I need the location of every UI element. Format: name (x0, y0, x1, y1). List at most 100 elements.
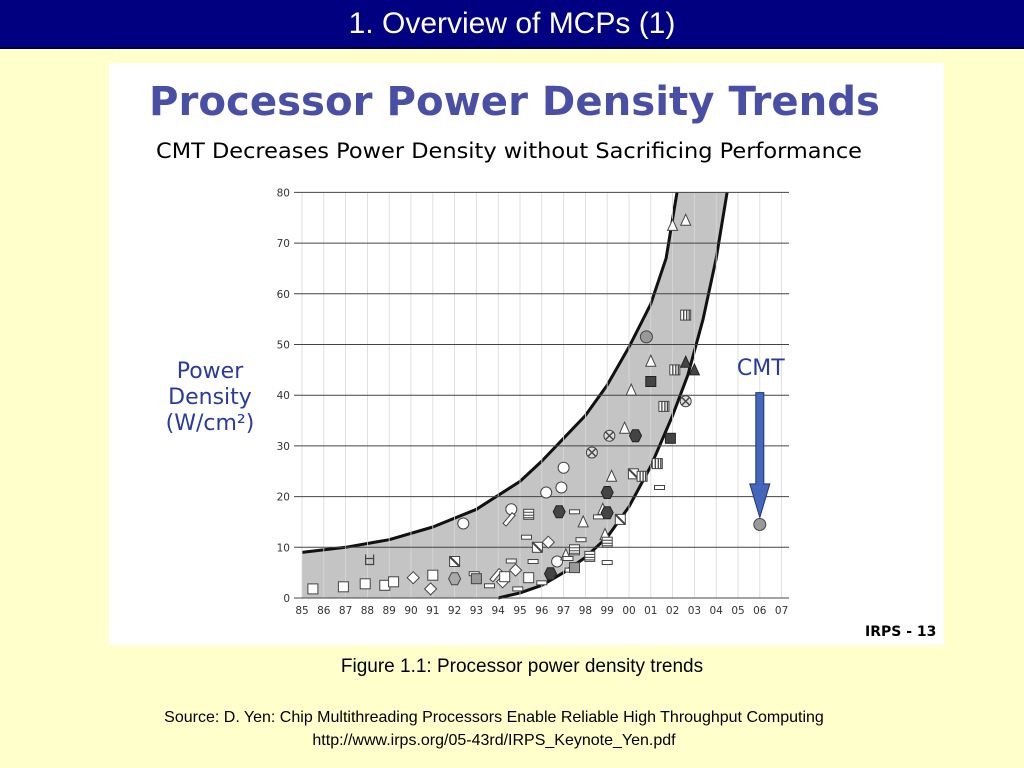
x-tick-label: 97 (557, 605, 570, 617)
data-point (639, 330, 653, 344)
data-point (601, 560, 613, 565)
x-tick-label: 91 (426, 605, 439, 617)
chart-figure: Processor Power Density Trends CMT Decre… (109, 63, 944, 645)
data-point (664, 432, 676, 444)
data-point (521, 534, 532, 540)
data-point (531, 541, 544, 554)
chart-title: Processor Power Density Trends (149, 79, 880, 125)
y-tick-label: 60 (277, 289, 290, 301)
x-tick-label: 93 (470, 605, 483, 617)
x-tick-label: 95 (513, 605, 526, 617)
figure-caption: Figure 1.1: Processor power density tren… (340, 656, 704, 677)
data-point (555, 481, 568, 494)
data-point (540, 486, 553, 499)
y-tick-label: 0 (283, 593, 290, 605)
data-point (618, 420, 631, 434)
data-point (527, 559, 539, 564)
x-tick-label: 87 (339, 605, 352, 617)
data-point (457, 517, 470, 530)
data-point (307, 583, 319, 595)
x-tick-label: 05 (731, 605, 744, 617)
data-point (541, 535, 556, 549)
data-point (365, 554, 375, 566)
data-point (651, 458, 663, 470)
data-point (569, 509, 580, 515)
data-point (505, 558, 517, 564)
slide-title: 1. Overview of MCPs (1) (348, 6, 676, 40)
data-point (645, 353, 657, 367)
x-tick-label: 86 (317, 605, 331, 617)
source-text: Source: D. Yen: Chip Multithreading Proc… (164, 709, 824, 726)
data-point (499, 571, 511, 583)
data-point (666, 218, 679, 231)
x-tick-label: 92 (448, 605, 461, 617)
data-point (603, 429, 616, 442)
x-tick-label: 85 (295, 605, 308, 617)
data-point (337, 581, 349, 593)
data-point (427, 569, 439, 581)
data-point (448, 572, 462, 586)
data-point (406, 570, 420, 585)
x-tick-label: 94 (492, 605, 506, 617)
y-tick-label: 10 (277, 542, 290, 554)
x-tick-label: 98 (579, 605, 592, 617)
x-tick-label: 96 (535, 605, 549, 617)
data-point (669, 364, 681, 376)
data-point (552, 505, 566, 519)
power-density-chart: Processor Power Density Trends CMT Decre… (149, 79, 936, 640)
data-point (523, 508, 535, 520)
data-point (508, 563, 523, 577)
y-tick-label: 20 (277, 492, 290, 504)
source-citation: Source: D. Yen: Chip Multithreading Proc… (0, 706, 988, 752)
data-point (489, 567, 503, 583)
data-point (557, 461, 570, 474)
data-point (577, 514, 589, 528)
data-point (569, 562, 580, 574)
data-point (654, 485, 665, 490)
chart-subtitle: CMT Decreases Power Density without Sacr… (156, 139, 862, 163)
data-point (562, 556, 574, 561)
chart-footer: IRPS - 13 (865, 624, 936, 640)
data-point (628, 429, 643, 443)
data-point (423, 582, 438, 596)
x-tick-label: 01 (644, 605, 657, 617)
data-point (359, 578, 371, 590)
y-tick-label: 40 (277, 390, 290, 402)
data-point (600, 506, 614, 520)
data-point (512, 586, 524, 592)
x-tick-label: 06 (753, 605, 767, 617)
slide-title-bar: 1. Overview of MCPs (1) (0, 0, 1024, 49)
data-point (679, 213, 692, 226)
data-point (601, 536, 613, 548)
data-point (625, 382, 637, 396)
data-point (448, 555, 461, 568)
data-point (484, 583, 495, 589)
data-point (569, 544, 580, 556)
data-point (543, 567, 558, 581)
data-point (523, 572, 535, 584)
data-point (636, 470, 648, 482)
data-point (645, 376, 657, 387)
y-tick-label: 50 (277, 340, 290, 352)
data-point (680, 309, 692, 321)
data-point (575, 537, 587, 543)
x-tick-label: 88 (361, 605, 374, 617)
data-point (584, 550, 596, 562)
cmt-annotation: CMT (737, 356, 785, 381)
y-axis-label: Power Density (W/cm²) (166, 359, 255, 436)
y-tick-label: 80 (277, 187, 290, 199)
x-tick-label: 04 (710, 605, 724, 617)
data-point (688, 362, 701, 376)
data-point (551, 555, 564, 568)
data-point (614, 513, 627, 526)
y-tick-label: 70 (277, 238, 290, 250)
data-point (600, 486, 614, 499)
y-axis-label-text: Power Density (W/cm²) (166, 359, 255, 436)
data-point (679, 354, 692, 368)
data-point (388, 576, 400, 588)
source-url[interactable]: http://www.irps.org/05-43rd/IRPS_Keynote… (312, 732, 676, 749)
x-tick-label: 99 (601, 605, 614, 617)
x-tick-label: 89 (383, 605, 396, 617)
x-tick-label: 07 (775, 605, 788, 617)
data-point (536, 580, 548, 586)
